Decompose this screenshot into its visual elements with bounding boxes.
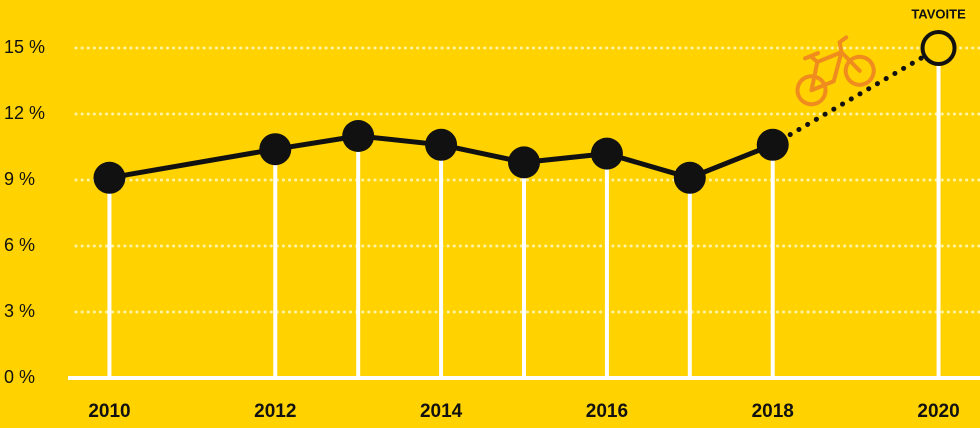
target-line [770,45,942,148]
y-tick-label: 0 % [4,367,35,387]
data-point [590,137,623,170]
data-point [93,161,126,194]
data-point [259,133,292,166]
target-point [920,30,957,66]
x-tick-label: 2020 [917,401,959,422]
bike-icon [795,35,876,107]
data-point [673,161,706,194]
data-point [508,146,540,179]
y-tick-label: 3 % [4,301,35,321]
y-tick-label: 9 % [4,169,35,189]
y-tick-label: 15 % [4,37,45,57]
x-tick-label: 2010 [88,401,130,422]
data-point [425,128,458,161]
y-tick-label: 6 % [4,235,35,255]
data-point [756,128,789,161]
x-tick-label: 2012 [254,401,296,422]
y-tick-label: 12 % [4,103,45,123]
x-tick-label: 2014 [420,401,463,422]
target-label: TAVOITE [911,6,966,21]
x-tick-label: 2018 [752,401,794,422]
x-tick-label: 2016 [586,401,628,422]
data-point [342,120,375,152]
